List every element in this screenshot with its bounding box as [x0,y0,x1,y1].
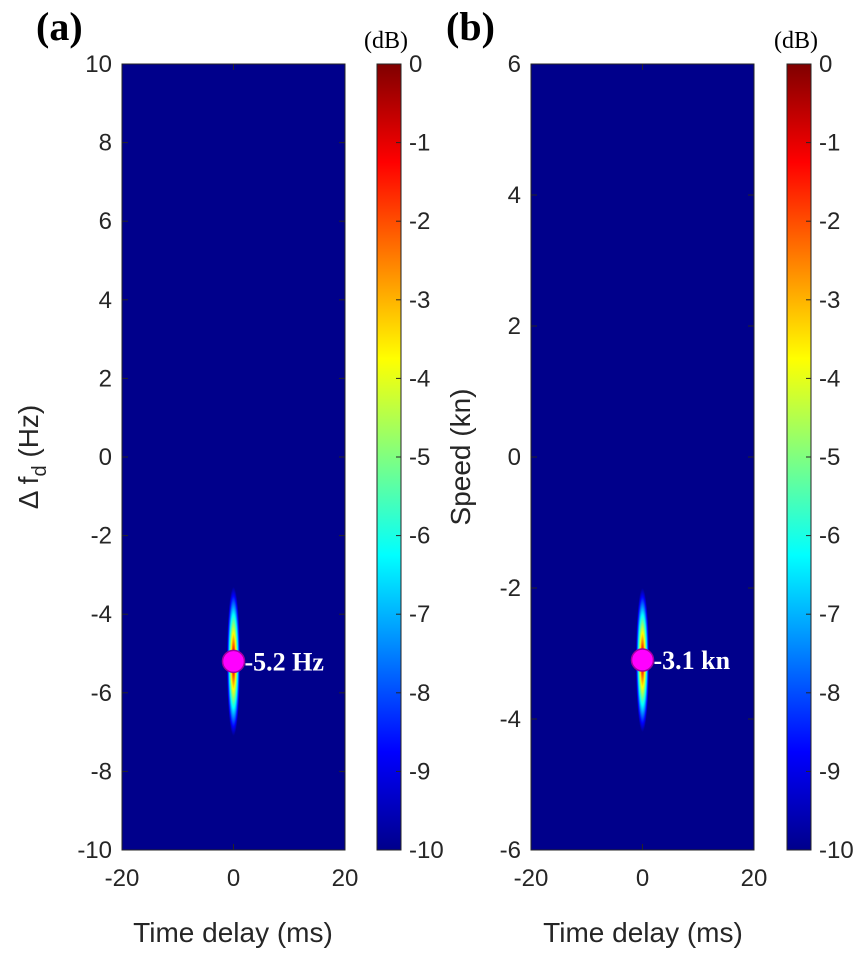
colorbar-tick-label: -3 [409,287,430,314]
y-tick-label: -2 [91,523,112,550]
y-tick-label: -6 [500,837,521,864]
x-tick-label: -20 [105,865,140,892]
x-tick-label: 20 [332,865,359,892]
y-tick-label: 0 [99,444,112,471]
y-tick-label: -8 [91,758,112,785]
y-axis-title-prefix: Δ f [13,476,44,509]
colorbar-tick-label: -7 [819,601,840,628]
y-axis-title-suffix: (Hz) [13,405,44,466]
y-axis-title: Speed (kn) [445,389,476,526]
y-tick-label: 0 [508,444,521,471]
y-tick-label: -10 [77,837,112,864]
peak-annotation: -3.1 kn [654,646,731,675]
colorbar-tick-label: -3 [819,287,840,314]
y-tick-label: 4 [99,287,112,314]
colorbar-tick-label: -6 [409,523,430,550]
colorbar-tick-label: -4 [409,365,430,392]
panel-label: (a) [36,4,83,49]
y-tick-label: 2 [99,365,112,392]
colorbar-tick-label: -4 [819,365,840,392]
colorbar-tick-label: -6 [819,523,840,550]
peak-marker [630,648,655,672]
peak-marker [221,649,246,674]
y-tick-label: 2 [508,313,521,340]
y-tick-label: -2 [500,575,521,602]
y-tick-label: -4 [500,706,521,733]
colorbar-unit: (dB) [364,28,408,54]
y-tick-label: 4 [508,182,521,209]
colorbar-tick-label: -10 [409,837,444,864]
y-tick-label: -4 [91,601,112,628]
y-axis-title: Δ fd (Hz) [13,405,51,510]
peak-annotation: -5.2 Hz [245,647,324,676]
colorbar-tick-label: -9 [819,758,840,785]
y-tick-label: 6 [99,208,112,235]
colorbar-tick-label: -1 [819,130,840,157]
y-axis-title-subscript: d [29,465,51,476]
colorbar-tick-label: -7 [409,601,430,628]
colorbar-unit: (dB) [774,28,818,54]
colorbar-tick-label: -8 [409,680,430,707]
y-tick-label: 8 [99,130,112,157]
colorbar-tick-label: -5 [819,444,840,471]
y-tick-label: -6 [91,680,112,707]
colorbar-tick-label: 0 [819,51,832,78]
colorbar-tick-label: -2 [819,208,840,235]
x-tick-label: 20 [741,865,768,892]
colorbar-tick-label: -2 [409,208,430,235]
x-tick-label: 0 [636,865,649,892]
y-tick-label: 6 [508,51,521,78]
y-tick-label: 10 [85,51,112,78]
x-axis-title: Time delay (ms) [543,917,743,948]
colorbar-tick-label: -9 [409,758,430,785]
x-tick-label: 0 [227,865,240,892]
colorbar-tick-label: -1 [409,130,430,157]
colorbar-tick-label: -10 [819,837,854,864]
x-tick-label: -20 [514,865,549,892]
colorbar-tick-label: -5 [409,444,430,471]
colorbar-tick-label: -8 [819,680,840,707]
colorbar-tick-label: 0 [409,51,422,78]
x-axis-title: Time delay (ms) [133,917,333,948]
panel-label: (b) [446,4,495,49]
